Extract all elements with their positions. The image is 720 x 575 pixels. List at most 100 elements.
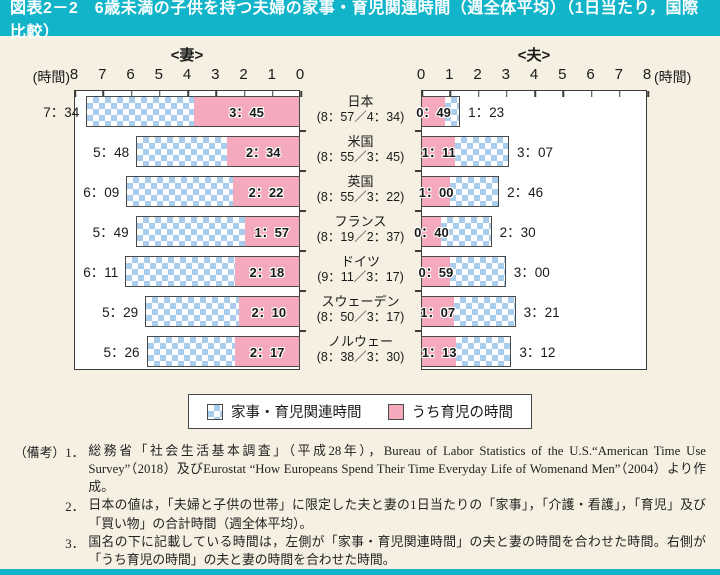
- bar-segment-childcare: 1：13: [421, 336, 457, 366]
- bar-segment-childcare: 0：59: [419, 256, 453, 286]
- note-number: 1．: [65, 446, 85, 460]
- axis-tick-mark: [187, 91, 189, 97]
- legend-label-childcare: うち育児の時間: [411, 405, 514, 421]
- axis-tick-mark: [300, 91, 302, 97]
- total-value-label: 1：23: [468, 104, 505, 120]
- bar-segment-housework: [146, 296, 239, 326]
- category-tick-mark: [300, 250, 306, 252]
- total-value-label: 5：29: [102, 304, 139, 320]
- axis-tick-label: 1: [445, 66, 454, 83]
- axis-tick-mark: [449, 91, 451, 97]
- notes-block: （備考） 1． 総務省「社会生活基本調査」（平成28年），Bureau of L…: [0, 429, 720, 569]
- axis-tick-mark: [421, 91, 423, 97]
- bar-wife-3: 1：57: [135, 215, 300, 247]
- bottom-accent-strip: [0, 569, 720, 575]
- category-tick-mark: [300, 290, 306, 292]
- legend-label-housework: 家事・育児関連時間: [231, 405, 362, 421]
- note-text: 総務省「社会生活基本調査」（平成28年），Bureau of Labor Sta…: [88, 444, 706, 495]
- childcare-value-label: 2：17: [249, 344, 285, 360]
- panel-title-husband: <夫>: [517, 47, 551, 64]
- country-label-6: ノルウェー (8：38／3：30): [300, 330, 421, 370]
- country-labels-column: 日本 (8：57／4：34) 米国 (8：55／3：45) 英国 (8：55／3：22) フ…: [300, 90, 421, 370]
- bar-segment-housework: [137, 136, 228, 166]
- legend-box: 家事・育児関連時間 うち育児の時間: [188, 394, 532, 429]
- axis-tick-label: 3: [211, 66, 220, 83]
- axis-tick-label: 4: [182, 66, 192, 83]
- bar-segment-housework: [126, 256, 235, 286]
- axis-tick-mark: [243, 91, 246, 97]
- country-combined-times: (8：38／3：30): [316, 350, 405, 365]
- plot-area-wife: 3：45 7：34 2：34 5：48 2：22 6：09 1：57 5：49 2：18 6：11…: [43, 90, 306, 370]
- category-tick-mark: [415, 210, 421, 212]
- bar-segment-childcare: 2：10: [238, 296, 299, 326]
- category-tick-mark: [415, 170, 421, 172]
- bar-husband-6: 1：13: [421, 335, 512, 367]
- total-value-label: 2：46: [507, 184, 544, 200]
- country-label-0: 日本 (8：57／4：34): [300, 90, 421, 130]
- axis-tick-mark: [506, 91, 508, 97]
- category-tick-mark: [415, 290, 421, 292]
- total-value-label: 5：49: [92, 224, 129, 240]
- category-tick-mark: [300, 170, 306, 172]
- childcare-value-label: 2：18: [249, 264, 285, 280]
- childcare-value-label: 3：45: [229, 104, 264, 120]
- childcare-value-label: 2：34: [245, 144, 281, 160]
- country-name: ドイツ: [340, 254, 380, 270]
- childcare-value-label: 0：49: [416, 104, 451, 120]
- category-tick-mark: [415, 130, 421, 132]
- total-value-label: 3：07: [517, 144, 554, 160]
- note-text: 国名の下に記載している時間は，左側が「家事・育児関連時間」の夫と妻の時間を合わせ…: [88, 534, 706, 567]
- note-number: 3．: [65, 536, 85, 551]
- note-item-3: 3． 国名の下に記載している時間は，左側が「家事・育児関連時間」の夫と妻の時間を…: [65, 533, 706, 569]
- childcare-value-label: 1：07: [420, 304, 456, 320]
- note-text: 日本の値は，「夫婦と子供の世帯」に限定した夫と妻の1日当たりの「家事」，「介護・…: [88, 498, 706, 531]
- country-label-3: フランス (8：19／2：37): [300, 210, 421, 250]
- bar-segment-housework: [87, 96, 195, 126]
- total-value-label: 3：21: [523, 304, 560, 320]
- axis-tick-mark: [562, 91, 564, 97]
- axis-tick-label: 8: [69, 66, 79, 83]
- childcare-value-label: 2：22: [248, 184, 284, 200]
- bar-segment-housework: [136, 216, 245, 246]
- bar-segment-housework: [440, 216, 491, 246]
- axis-tick-label: 8: [642, 66, 652, 83]
- axis-tick-label: 7: [98, 66, 107, 83]
- axis-unit-label-wife: (時間): [32, 69, 70, 85]
- panel-title-wife: <妻>: [170, 47, 204, 64]
- axis-tick-label: 2: [239, 66, 248, 83]
- axis-tick-mark: [159, 91, 161, 97]
- axis-tick-mark: [102, 91, 104, 97]
- country-name: ノルウェー: [327, 334, 393, 350]
- figure-title-bar: 図表2－2 6歳未満の子供を持つ夫婦の家事・育児関連時間（週全体平均）（1日当た…: [0, 0, 720, 41]
- bar-segment-childcare: 1：57: [244, 216, 299, 246]
- bar-wife-4: 2：18: [125, 255, 300, 287]
- country-combined-times: (8：55／3：45): [316, 150, 405, 165]
- category-tick-mark: [300, 210, 306, 212]
- bar-husband-1: 1：11: [421, 135, 510, 167]
- axis-tick-label: 5: [558, 66, 567, 83]
- country-combined-times: (8：55／3：22): [316, 190, 405, 205]
- plot-area-husband: 0：49 1：23 1：11 3：07 1：00 2：46 0：40 2：30 0：59 3：00…: [414, 90, 649, 370]
- bar-segment-childcare: 3：45: [194, 96, 299, 126]
- axis-tick-mark: [130, 91, 133, 97]
- country-label-2: 英国 (8：55／3：22): [300, 170, 421, 210]
- bar-segment-childcare: 1：07: [420, 296, 456, 326]
- bar-husband-2: 1：00: [418, 175, 500, 207]
- axis-tick-label: 0: [416, 66, 426, 83]
- axis-tick-label: 2: [473, 66, 482, 83]
- country-name: 英国: [347, 174, 374, 190]
- childcare-value-label: 1：13: [421, 344, 457, 360]
- axis-husband: (時間) 0 1 2 3 4 5 6 7 8: [417, 66, 692, 86]
- axis-tick-mark: [215, 91, 217, 97]
- bar-segment-childcare: 2：17: [235, 336, 299, 366]
- total-value-label: 5：26: [103, 344, 140, 360]
- bar-segment-childcare: 1：11: [422, 136, 456, 166]
- bar-wife-1: 2：34: [136, 135, 300, 167]
- total-value-label: 7：34: [43, 104, 80, 120]
- bar-wife-2: 2：22: [126, 175, 300, 207]
- axis-tick-mark: [477, 91, 480, 97]
- bar-wife-5: 2：10: [145, 295, 300, 327]
- bar-segment-childcare: 0：40: [414, 216, 449, 246]
- bar-segment-childcare: 2：34: [227, 136, 299, 166]
- childcare-value-label: 1：00: [418, 184, 454, 200]
